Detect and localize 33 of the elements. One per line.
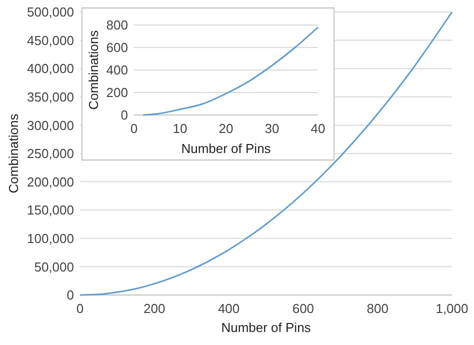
y-tick-label: 450,000 bbox=[27, 32, 74, 48]
x-tick-label: 600 bbox=[292, 301, 314, 316]
y-tick-label: 800 bbox=[106, 18, 128, 33]
line-series bbox=[79, 11, 453, 296]
y-tick-label: 400 bbox=[106, 62, 128, 78]
y-axis-title: Combinations bbox=[6, 113, 21, 194]
x-axis-title: Number of Pins bbox=[181, 141, 272, 156]
y-axis-title: Combinations bbox=[86, 30, 101, 110]
x-tick-label: 10 bbox=[172, 121, 188, 136]
y-tick-label: 350,000 bbox=[27, 89, 74, 104]
line-series bbox=[142, 26, 319, 116]
y-tick-label: 150,000 bbox=[27, 202, 74, 218]
x-tick-label: 400 bbox=[218, 301, 240, 316]
x-tick-label: 0 bbox=[76, 301, 84, 316]
y-tick-label: 200 bbox=[106, 85, 128, 100]
x-tick-label: 0 bbox=[130, 121, 138, 136]
x-tick-label: 200 bbox=[144, 301, 166, 316]
y-tick-label: 300,000 bbox=[27, 118, 74, 133]
x-tick-label: 20 bbox=[218, 121, 234, 136]
y-tick-label: 100,000 bbox=[27, 230, 74, 246]
x-tick-label: 30 bbox=[264, 121, 280, 136]
y-tick-label: 250,000 bbox=[27, 146, 74, 162]
x-tick-label: 40 bbox=[310, 121, 326, 136]
y-tick-label: 0 bbox=[120, 108, 128, 123]
x-tick-label: 1,000 bbox=[436, 301, 468, 316]
x-axis-title: Number of Pins bbox=[221, 320, 312, 335]
y-tick-label: 0 bbox=[66, 288, 74, 303]
y-tick-label: 600 bbox=[106, 40, 128, 56]
x-tick-label: 800 bbox=[366, 301, 388, 316]
y-tick-label: 400,000 bbox=[27, 61, 74, 76]
y-tick-label: 500,000 bbox=[27, 4, 74, 20]
y-tick-label: 50,000 bbox=[34, 259, 74, 274]
y-tick-label: 200,000 bbox=[27, 174, 74, 190]
